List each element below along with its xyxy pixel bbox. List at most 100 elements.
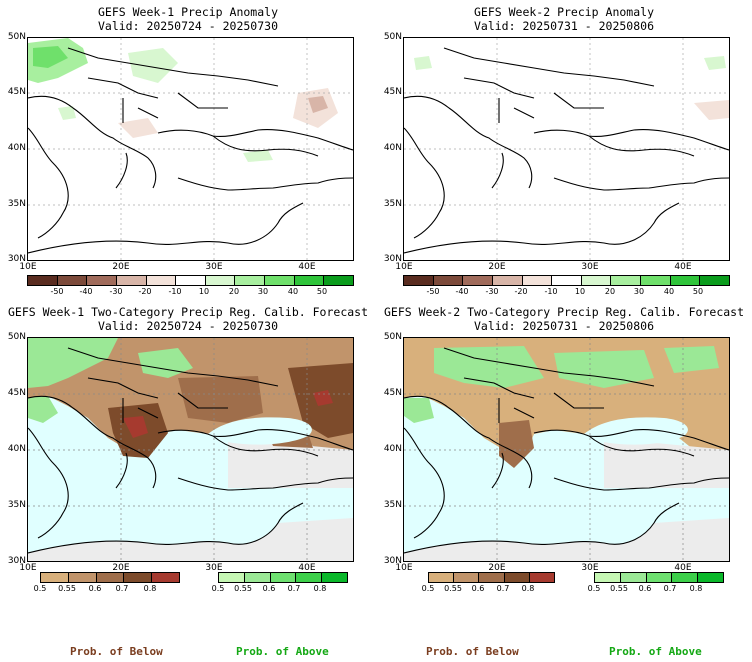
legend-label: 0.8 bbox=[689, 584, 703, 593]
lon-label-40e: 40E bbox=[674, 563, 692, 573]
legend-label: 0.6 bbox=[262, 584, 276, 593]
legend-label: 0.5 bbox=[33, 584, 47, 593]
lon-label-20e: 20E bbox=[112, 262, 130, 272]
panel-title: GEFS Week-2 Precip Anomaly bbox=[473, 5, 654, 19]
legend-label: -20 bbox=[138, 287, 152, 296]
legend-label: 0.55 bbox=[610, 584, 628, 593]
lat-label-50n: 50N bbox=[383, 32, 402, 42]
legend-label: -10 bbox=[168, 287, 182, 296]
legend-label: 0.6 bbox=[471, 584, 485, 593]
lon-label-10e: 10E bbox=[19, 563, 37, 573]
lat-label-40n: 40N bbox=[7, 143, 26, 153]
legend-label: -20 bbox=[514, 287, 528, 296]
map-area bbox=[403, 37, 730, 261]
lat-label-50n: 50N bbox=[383, 332, 402, 342]
legend-label: 0.55 bbox=[444, 584, 462, 593]
panel-title: GEFS Week-2 Two-Category Precip Reg. Cal… bbox=[383, 305, 745, 319]
legend-label: -30 bbox=[109, 287, 123, 296]
legend-label: 50 bbox=[316, 287, 328, 296]
legend-label: 10 bbox=[574, 287, 586, 296]
legend-label: 30 bbox=[633, 287, 645, 296]
legend-label: 0.55 bbox=[234, 584, 252, 593]
lon-label-20e: 20E bbox=[112, 563, 130, 573]
anomaly-colorbar-swatches bbox=[403, 275, 730, 286]
panel-subtitle: Valid: 20250724 - 20250730 bbox=[97, 319, 278, 333]
lon-label-40e: 40E bbox=[298, 563, 316, 573]
legend-label: 0.5 bbox=[421, 584, 435, 593]
map-area bbox=[403, 337, 730, 562]
panel-subtitle: Valid: 20250724 - 20250730 bbox=[97, 19, 278, 33]
map-canvas bbox=[28, 38, 353, 260]
above-colorbar: 0.5 0.55 0.6 0.7 0.8 bbox=[588, 572, 744, 597]
panel-week1-anomaly: GEFS Week-1 Precip Anomaly Valid: 202507… bbox=[0, 0, 376, 300]
lon-label-10e: 10E bbox=[395, 563, 413, 573]
legend-label: 0.8 bbox=[143, 584, 157, 593]
legend-label: 0.7 bbox=[115, 584, 129, 593]
lon-label-10e: 10E bbox=[395, 262, 413, 272]
lat-label-45n: 45N bbox=[383, 87, 402, 97]
below-colorbar-swatches bbox=[428, 572, 555, 583]
lon-label-30e: 30E bbox=[205, 563, 223, 573]
panel-subtitle: Valid: 20250731 - 20250806 bbox=[473, 19, 654, 33]
panel-subtitle: Valid: 20250731 - 20250806 bbox=[473, 319, 654, 333]
anomaly-colorbar-swatches bbox=[27, 275, 354, 286]
legend-label: 0.6 bbox=[88, 584, 102, 593]
legend-label: -40 bbox=[79, 287, 93, 296]
map-area bbox=[27, 37, 354, 261]
lat-label-35n: 35N bbox=[383, 500, 402, 510]
lat-label-30n: 30N bbox=[7, 254, 26, 264]
legend-label: 0.7 bbox=[496, 584, 510, 593]
lat-label-50n: 50N bbox=[7, 32, 26, 42]
panel-title: GEFS Week-1 Two-Category Precip Reg. Cal… bbox=[7, 305, 369, 319]
above-colorbar-swatches bbox=[594, 572, 724, 583]
legend-label: 0.7 bbox=[663, 584, 677, 593]
legend-label: 0.8 bbox=[521, 584, 535, 593]
lat-label-35n: 35N bbox=[383, 199, 402, 209]
legend-label: -50 bbox=[50, 287, 64, 296]
lat-label-45n: 45N bbox=[383, 388, 402, 398]
lon-label-40e: 40E bbox=[674, 262, 692, 272]
map-canvas bbox=[28, 338, 353, 561]
legend-label: -10 bbox=[544, 287, 558, 296]
prob-above-label: Prob. of Above bbox=[609, 645, 702, 658]
legend-label: -30 bbox=[485, 287, 499, 296]
panel-week1-two-category: GEFS Week-1 Two-Category Precip Reg. Cal… bbox=[0, 300, 376, 662]
legend-label: 0.6 bbox=[638, 584, 652, 593]
legend-label: 0.55 bbox=[58, 584, 76, 593]
below-colorbar-swatches bbox=[40, 572, 180, 583]
legend-label: 40 bbox=[663, 287, 675, 296]
above-colorbar: 0.5 0.55 0.6 0.7 0.8 bbox=[212, 572, 368, 597]
lat-label-30n: 30N bbox=[383, 556, 402, 566]
lat-label-30n: 30N bbox=[383, 254, 402, 264]
panel-week2-anomaly: GEFS Week-2 Precip Anomaly Valid: 202507… bbox=[376, 0, 752, 300]
lon-label-30e: 30E bbox=[581, 262, 599, 272]
lat-label-35n: 35N bbox=[7, 199, 26, 209]
map-canvas bbox=[404, 38, 729, 260]
lat-label-45n: 45N bbox=[7, 87, 26, 97]
lon-label-20e: 20E bbox=[488, 262, 506, 272]
map-area bbox=[27, 337, 354, 562]
lon-label-20e: 20E bbox=[488, 563, 506, 573]
lat-label-40n: 40N bbox=[383, 444, 402, 454]
legend-label: 10 bbox=[198, 287, 210, 296]
prob-below-label: Prob. of Below bbox=[70, 645, 163, 658]
anomaly-colorbar: -50 -40 -30 -20 -10 10 20 30 40 50 bbox=[403, 275, 733, 300]
lat-label-40n: 40N bbox=[383, 143, 402, 153]
prob-above-label: Prob. of Above bbox=[236, 645, 329, 658]
panel-week2-two-category: GEFS Week-2 Two-Category Precip Reg. Cal… bbox=[376, 300, 752, 662]
lon-label-10e: 10E bbox=[19, 262, 37, 272]
legend-label: 20 bbox=[228, 287, 240, 296]
lon-label-30e: 30E bbox=[205, 262, 223, 272]
lon-label-40e: 40E bbox=[298, 262, 316, 272]
legend-label: 0.5 bbox=[587, 584, 601, 593]
legend-label: 40 bbox=[287, 287, 299, 296]
panel-title: GEFS Week-1 Precip Anomaly bbox=[97, 5, 278, 19]
legend-label: 30 bbox=[257, 287, 269, 296]
legend-label: 50 bbox=[692, 287, 704, 296]
lat-label-30n: 30N bbox=[7, 556, 26, 566]
legend-label: 0.8 bbox=[313, 584, 327, 593]
prob-below-label: Prob. of Below bbox=[426, 645, 519, 658]
lat-label-50n: 50N bbox=[7, 332, 26, 342]
legend-label: 0.5 bbox=[211, 584, 225, 593]
lat-label-35n: 35N bbox=[7, 500, 26, 510]
